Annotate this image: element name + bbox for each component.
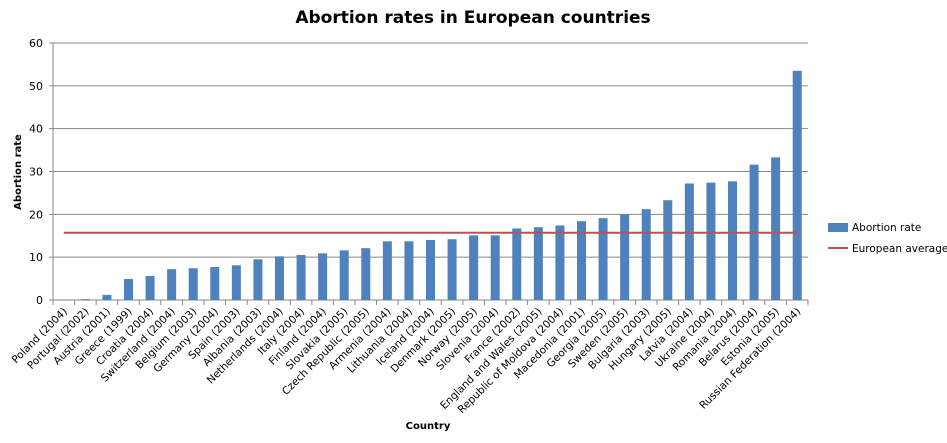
legend: Abortion rate European average [828, 222, 947, 255]
bar [447, 239, 457, 300]
bar [145, 276, 155, 300]
bar [598, 218, 608, 300]
legend-label-european-average: European average [852, 243, 947, 255]
bar [706, 182, 716, 300]
bar [210, 267, 220, 300]
bar [361, 248, 371, 300]
bar [663, 200, 673, 300]
bar [728, 181, 737, 300]
bar [167, 269, 177, 300]
bar [102, 294, 112, 300]
y-tick-label: 30 [29, 166, 43, 179]
bar [620, 214, 630, 300]
bar [188, 268, 198, 300]
bar [533, 227, 543, 300]
legend-bar-swatch [828, 223, 848, 232]
y-axis-title: Abortion rate [13, 134, 24, 210]
y-tick-label: 10 [29, 251, 43, 264]
y-tick-label: 60 [29, 37, 43, 50]
bar [253, 259, 263, 300]
y-axis-ticks: 0 10 20 30 40 50 60 [29, 37, 43, 307]
bar [275, 256, 284, 300]
bar [124, 279, 133, 300]
bar [555, 225, 565, 300]
bar [426, 240, 435, 300]
bar [318, 253, 328, 300]
gridlines [49, 42, 808, 301]
bar [512, 228, 522, 300]
legend-label-abortion-rate: Abortion rate [852, 222, 921, 234]
y-tick-label: 0 [36, 294, 43, 307]
bar [684, 183, 694, 300]
bar [469, 235, 479, 300]
y-tick-label: 50 [29, 80, 43, 93]
y-tick-label: 20 [29, 208, 43, 221]
bar [382, 241, 392, 300]
bar [80, 299, 90, 300]
bar [792, 70, 802, 300]
bars [59, 70, 802, 300]
bar [231, 265, 241, 300]
bar [641, 209, 651, 300]
category-labels: Poland (2004)Portugal (2002)Austria (200… [10, 306, 804, 416]
bar [296, 255, 306, 300]
bar [771, 157, 781, 300]
chart-title: Abortion rates in European countries [295, 8, 650, 28]
bar [339, 250, 349, 300]
x-axis-title: Country [406, 421, 451, 432]
y-tick-label: 40 [29, 123, 43, 136]
bar [577, 221, 586, 300]
bar [490, 235, 500, 300]
x-axis [52, 43, 809, 305]
bar [404, 241, 414, 300]
